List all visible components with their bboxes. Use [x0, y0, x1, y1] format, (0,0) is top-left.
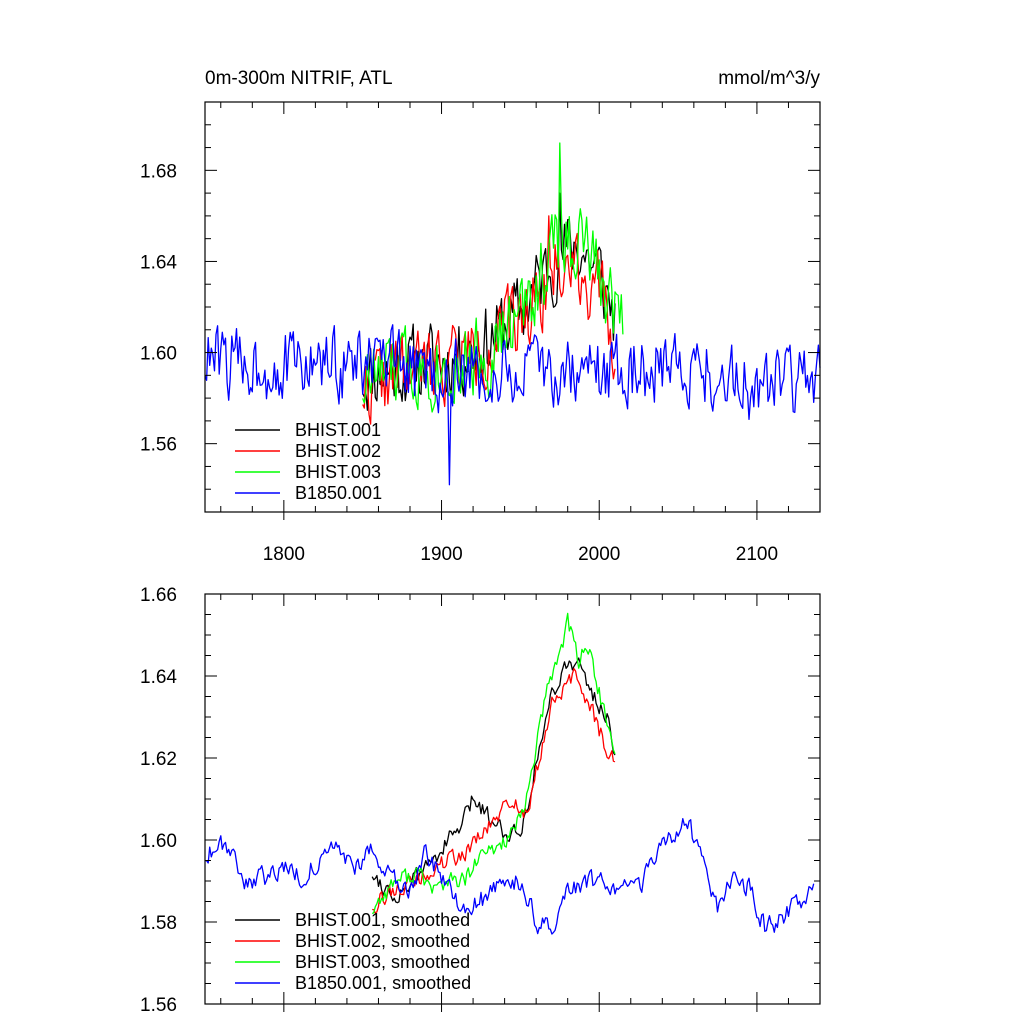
top-title: 0m-300m NITRIF, ATL [205, 68, 393, 89]
top-x-tick-label: 1800 [263, 544, 305, 565]
bottom-panel: 1.56 1.58 1.60 1.62 1.64 1.66 BHIST.001, smoo… [140, 585, 821, 1016]
bottom-y-tick-label: 1.60 [140, 831, 177, 852]
bottom-y-tick-label: 1.66 [140, 585, 177, 606]
top-legend-label: BHIST.002 [295, 441, 381, 461]
top-units: mmol/m^3/y [718, 68, 820, 89]
bottom-legend-label: BHIST.002, smoothed [295, 931, 470, 951]
bottom-series-group [204, 612, 815, 935]
top-x-tick-label: 2000 [578, 544, 620, 565]
bottom-axis-ticks: 1.56 1.58 1.60 1.62 1.64 1.66 [140, 585, 821, 1016]
top-axis-ticks: 1.56 1.60 1.64 1.68 1800 1900 2000 2100 [140, 101, 821, 565]
bottom-legend-label: BHIST.003, smoothed [295, 952, 470, 972]
top-series-line-4 [204, 324, 821, 486]
top-panel: 0m-300m NITRIF, ATL mmol/m^3/y 1.561.601… [140, 68, 821, 565]
top-y-tick-label: 1.64 [140, 252, 177, 273]
top-y-tick-label: 1.56 [140, 435, 177, 456]
top-x-tick-label: 1900 [420, 544, 462, 565]
top-series-line-3 [362, 142, 624, 413]
bottom-series-line-3 [371, 612, 616, 915]
top-y-tick-label: 1.60 [140, 344, 177, 365]
bottom-series-line-1 [371, 657, 616, 904]
bottom-series-line-4 [204, 817, 815, 935]
top-legend-label: B1850.001 [295, 483, 382, 503]
bottom-y-tick-label: 1.58 [140, 913, 177, 934]
bottom-plot-frame [204, 593, 821, 1005]
top-y-tick-label: 1.68 [140, 161, 177, 182]
top-legend-label: BHIST.001 [295, 420, 381, 440]
top-legend-label: BHIST.003 [295, 462, 381, 482]
bottom-y-tick-label: 1.56 [140, 995, 177, 1016]
bottom-legend-label: B1850.001, smoothed [295, 973, 471, 993]
top-plot-frame [204, 101, 821, 513]
top-series-group [204, 142, 821, 486]
bottom-y-tick-label: 1.64 [140, 667, 177, 688]
bottom-y-tick-label: 1.62 [140, 749, 177, 770]
bottom-legend-label: BHIST.001, smoothed [295, 910, 470, 930]
top-x-tick-label: 2100 [736, 544, 778, 565]
